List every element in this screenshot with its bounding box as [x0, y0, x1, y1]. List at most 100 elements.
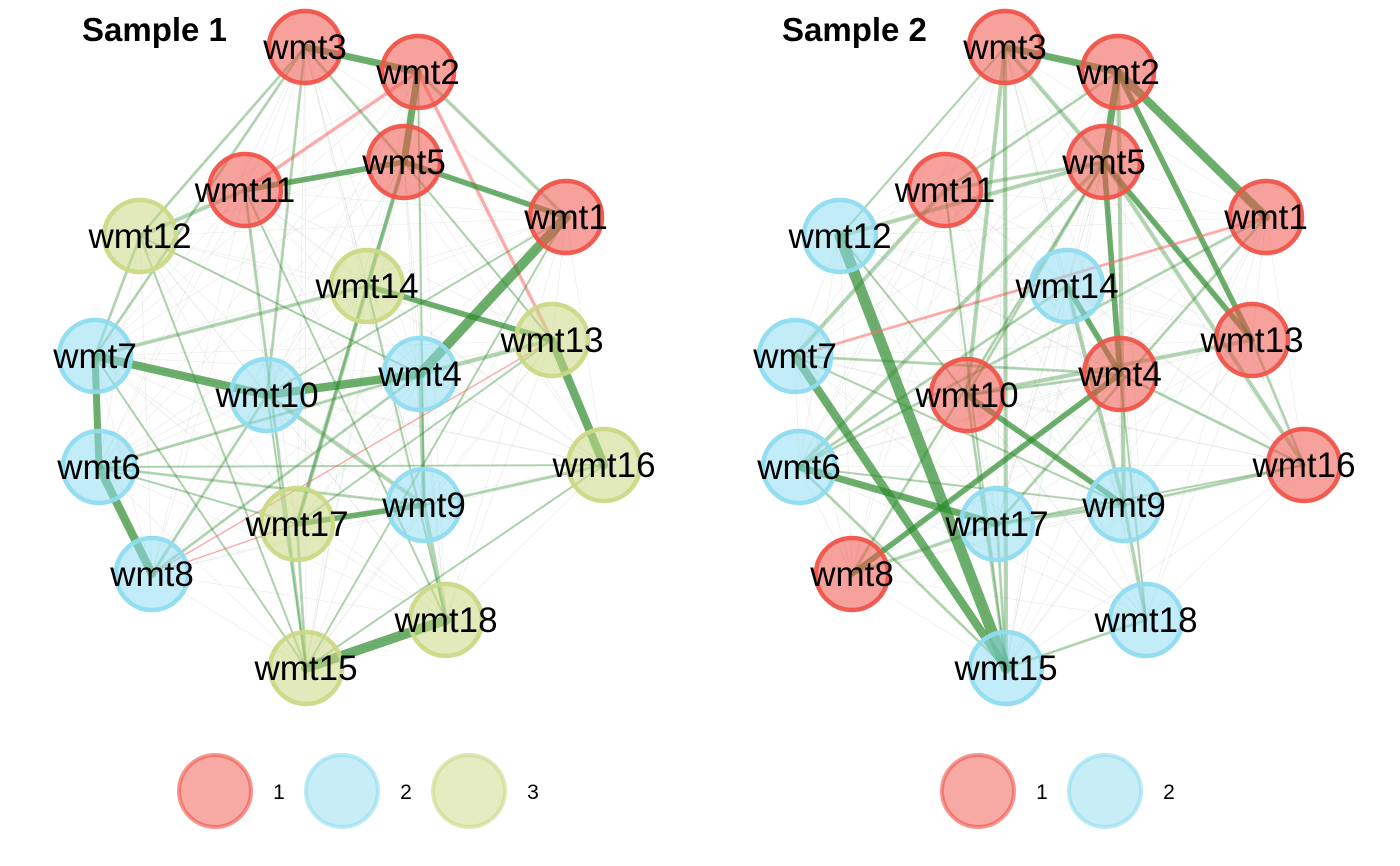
edge-wmt3-wmt12: [838, 45, 1007, 238]
node-circle: [328, 247, 406, 325]
faint-edge: [851, 573, 1147, 621]
faint-edge: [794, 339, 1253, 357]
faint-edge: [1066, 285, 1147, 621]
node-wmt14: wmt14: [314, 247, 419, 325]
sample-1-title: Sample 1: [82, 11, 227, 48]
faint-edge: [305, 464, 605, 669]
node-wmt6: wmt6: [756, 428, 841, 506]
faint-edge: [798, 46, 1006, 468]
legend-swatch-2: [304, 753, 380, 829]
faint-edge: [794, 355, 1305, 466]
edge-wmt6-wmt15: [797, 465, 1008, 670]
faint-edge: [98, 46, 306, 468]
edge-wmt6-wmt9: [797, 465, 1126, 507]
faint-edge: [839, 235, 998, 525]
edge-wmt6-wmt1: [797, 215, 1268, 469]
faint-edge: [966, 394, 1147, 621]
faint-edge: [151, 373, 421, 575]
edge-wmt1-wmt15: [304, 215, 568, 670]
node-wmt1: wmt1: [523, 178, 608, 256]
edge-wmt12-wmt15: [138, 234, 308, 670]
faint-edge: [966, 46, 1006, 396]
faint-edge: [798, 466, 1125, 506]
faint-edge: [1066, 285, 1305, 466]
faint-edge: [944, 189, 1125, 506]
faint-edge: [98, 189, 246, 468]
node-label: wmt7: [52, 337, 137, 376]
faint-edge: [798, 466, 1007, 669]
node-label: wmt5: [1061, 143, 1146, 182]
faint-edge: [944, 189, 1305, 466]
faint-edge: [1145, 339, 1253, 621]
node-wmt7: wmt7: [752, 317, 837, 395]
faint-edge: [839, 71, 1119, 237]
node-label: wmt17: [944, 505, 1048, 544]
node-label: wmt18: [1093, 601, 1197, 640]
legend-label-2: 2: [400, 781, 412, 804]
faint-edge: [1004, 46, 1007, 669]
faint-edge: [417, 71, 421, 375]
edge-wmt7-wmt15: [93, 354, 308, 670]
faint-edge: [98, 71, 419, 468]
faint-edge: [139, 235, 421, 375]
faint-edge: [94, 355, 298, 525]
node-circle: [206, 151, 284, 229]
node-label: wmt1: [523, 198, 608, 237]
faint-edge: [244, 189, 605, 466]
faint-edge: [1004, 46, 1305, 466]
node-circle: [266, 8, 344, 86]
faint-edge: [305, 161, 405, 669]
node-wmt11: wmt11: [194, 151, 295, 229]
node-wmt12: wmt12: [87, 197, 192, 275]
faint-edge: [139, 235, 368, 287]
faint-edge: [296, 339, 553, 525]
edge-wmt12-wmt15: [834, 230, 1012, 674]
faint-edge: [98, 161, 405, 468]
faint-edge: [403, 161, 425, 506]
node-circle: [407, 581, 485, 659]
edge-wmt5-wmt16: [1101, 159, 1307, 468]
node-circle: [228, 356, 306, 434]
sample-1-nodes: wmt3 wmt2 wmt5 wmt11 wmt1 wmt12 wmt14 wmt13 wmt7…: [52, 8, 656, 707]
node-circle: [928, 356, 1006, 434]
edge-wmt16-wmt15: [304, 463, 606, 670]
node-label: wmt16: [1251, 446, 1355, 485]
node-circle: [756, 317, 834, 395]
faint-edge: [794, 46, 1006, 357]
faint-edge: [996, 161, 1105, 525]
faint-edge: [798, 285, 1068, 468]
faint-edge: [151, 573, 447, 621]
edge-wmt5-wmt17: [294, 159, 407, 527]
faint-edge: [1004, 46, 1121, 375]
node-wmt17: wmt17: [244, 485, 349, 563]
faint-edge: [139, 216, 567, 237]
node-wmt4: wmt4: [1077, 335, 1162, 413]
edge-wmt2-wmt13: [1115, 69, 1255, 343]
node-circle: [813, 535, 891, 613]
faint-edge: [305, 285, 368, 669]
node-circle: [967, 629, 1045, 707]
node-circle: [1265, 426, 1343, 504]
edge-wmt1-wmt10: [265, 215, 568, 397]
edge-wmt11-wmt18: [243, 188, 448, 622]
node-label: wmt6: [56, 448, 141, 487]
node-label: wmt15: [253, 649, 357, 688]
faint-edge: [94, 355, 447, 621]
faint-edge: [296, 161, 405, 525]
node-circle: [379, 33, 457, 111]
faint-edge: [445, 216, 567, 621]
edge-wmt14-wmt18: [365, 284, 448, 622]
sample-1-panel: wmt3 wmt2 wmt5 wmt11 wmt1 wmt12 wmt14 wmt13 wmt7…: [52, 8, 656, 829]
edge-wmt3-wmt7: [93, 45, 307, 358]
node-circle: [565, 426, 643, 504]
legend-swatch-3: [431, 753, 507, 829]
faint-edge: [403, 161, 605, 466]
faint-edge: [839, 235, 1068, 287]
node-wmt13: wmt13: [499, 301, 604, 379]
faint-edge: [139, 235, 153, 575]
node-label: wmt4: [1077, 355, 1162, 394]
faint-edge: [839, 235, 1305, 466]
faint-edge: [794, 355, 998, 525]
faint-edge: [304, 46, 368, 287]
edge-wmt3-wmt12: [138, 45, 307, 238]
